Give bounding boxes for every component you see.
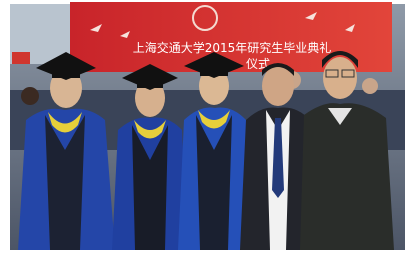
crowd-head xyxy=(362,78,378,94)
banner-title: 上海交通大学2015年研究生毕业典礼 xyxy=(133,40,332,55)
side-sign xyxy=(12,52,30,64)
border xyxy=(0,0,10,253)
photo: 上海交通大学2015年研究生毕业典礼 仪式 xyxy=(0,0,407,253)
crowd-head xyxy=(21,87,39,105)
